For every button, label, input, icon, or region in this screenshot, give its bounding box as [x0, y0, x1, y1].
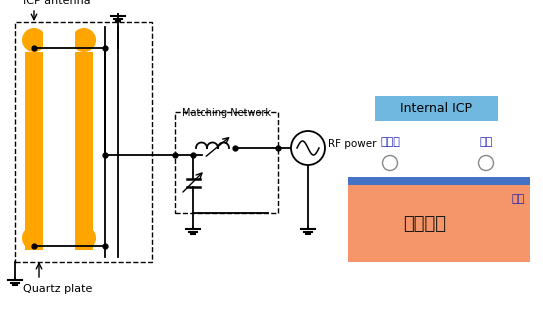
- Circle shape: [22, 28, 46, 52]
- Text: ICP antenna: ICP antenna: [23, 0, 91, 6]
- Circle shape: [72, 226, 96, 250]
- Circle shape: [291, 131, 325, 165]
- Text: 진공: 진공: [479, 137, 493, 147]
- Bar: [348, 185, 530, 262]
- Text: 플라즈마: 플라즈마: [403, 214, 446, 233]
- Bar: [25, 52, 43, 250]
- Bar: [75, 52, 93, 250]
- Circle shape: [382, 155, 397, 171]
- Bar: [43, 28, 75, 52]
- Bar: [348, 177, 530, 185]
- Bar: [15, 22, 152, 262]
- Text: Quartz plate: Quartz plate: [23, 284, 92, 294]
- Text: 안테나: 안테나: [380, 137, 400, 147]
- Bar: [175, 112, 278, 213]
- Text: RF power: RF power: [328, 139, 376, 149]
- Bar: [43, 226, 75, 250]
- Text: Internal ICP: Internal ICP: [400, 102, 472, 115]
- Text: 진공: 진공: [512, 194, 525, 204]
- Bar: [43, 52, 75, 250]
- Circle shape: [22, 226, 46, 250]
- FancyBboxPatch shape: [375, 95, 497, 120]
- Circle shape: [72, 28, 96, 52]
- Text: Matching Network: Matching Network: [182, 108, 271, 118]
- Circle shape: [478, 155, 494, 171]
